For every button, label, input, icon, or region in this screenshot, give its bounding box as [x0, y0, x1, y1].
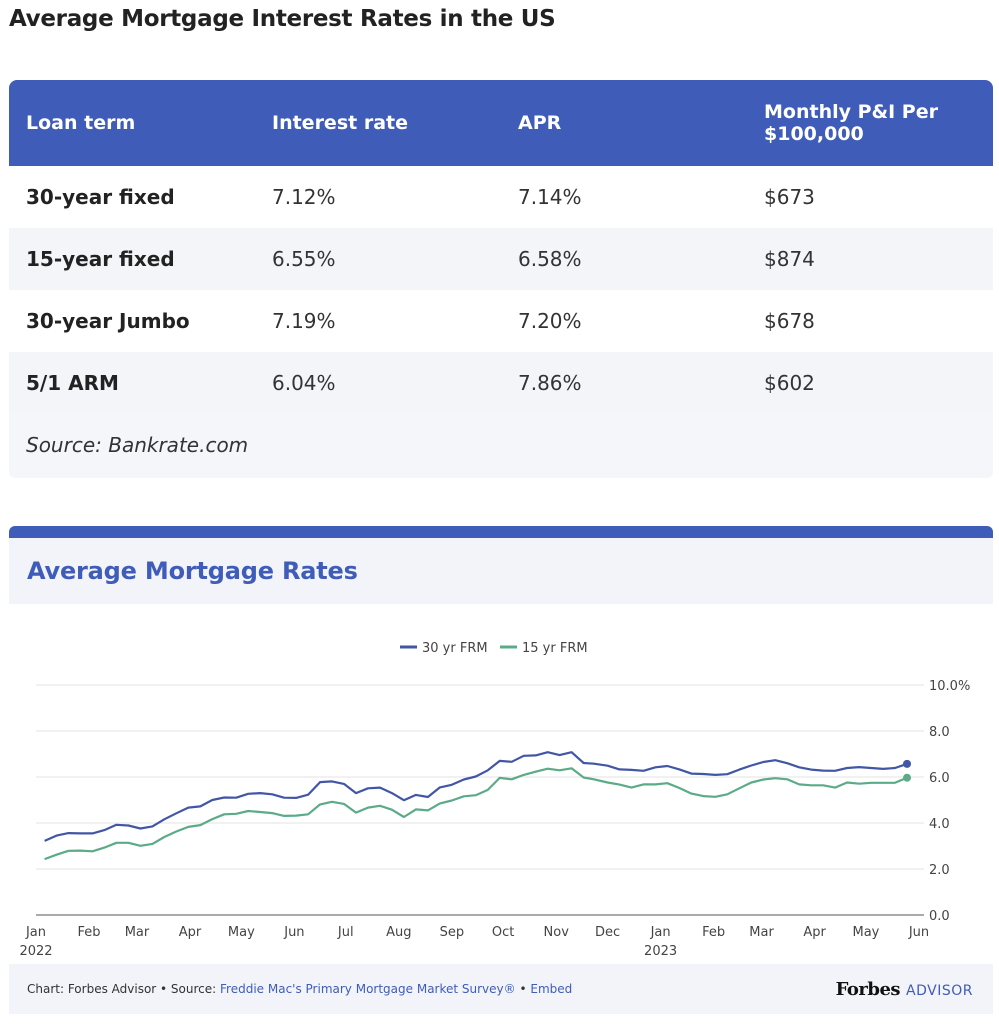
x-year-label: 2023: [644, 944, 677, 959]
x-year-label: 2022: [19, 944, 52, 959]
header-interest-rate: Interest rate: [272, 112, 408, 134]
x-tick-label: May: [228, 925, 255, 940]
mortgage-rates-chart-card: Average Mortgage Rates 0.0 2.0 4.0 6.0 8.0 10…: [9, 526, 993, 1032]
mortgage-rates-table: Loan term Interest rate APR Monthly P&I …: [9, 80, 993, 478]
table-row: 15-year fixed 6.55% 6.58% $874: [9, 228, 993, 290]
x-tick-label: Sep: [440, 925, 465, 940]
table-row: 5/1 ARM 6.04% 7.86% $602: [9, 352, 993, 414]
y-tick-label: 4.0: [929, 817, 950, 832]
loan-term-cell: 30-year Jumbo: [26, 309, 190, 333]
legend-label: 30 yr FRM: [422, 641, 488, 656]
table-row: 30-year fixed 7.12% 7.14% $673: [9, 166, 993, 228]
payment-cell: $678: [764, 309, 815, 333]
x-tick-label: Jun: [283, 925, 304, 940]
source-link[interactable]: Freddie Mac's Primary Mortgage Market Su…: [220, 982, 516, 996]
table-header-row: Loan term Interest rate APR Monthly P&I …: [9, 80, 993, 166]
payment-cell: $673: [764, 185, 815, 209]
loan-term-cell: 5/1 ARM: [26, 371, 119, 395]
interest-rate-cell: 6.55%: [272, 247, 336, 271]
x-tick-label: Jul: [337, 925, 354, 940]
x-tick-label: Oct: [492, 925, 514, 940]
x-tick-label: Jan: [25, 925, 46, 940]
apr-cell: 7.20%: [518, 309, 582, 333]
x-tick-label: Feb: [702, 925, 725, 940]
x-tick-label: Apr: [179, 925, 202, 940]
payment-cell: $602: [764, 371, 815, 395]
chart-credits: Chart: Forbes Advisor • Source: Freddie …: [27, 982, 572, 996]
chart-header: Average Mortgage Rates: [9, 538, 993, 604]
x-tick-label: Mar: [125, 925, 150, 940]
series-end-point-30-yr-frm: [903, 759, 912, 768]
x-tick-label: Nov: [544, 925, 570, 940]
brand-suffix: ADVISOR: [906, 982, 973, 999]
y-tick-label: 6.0: [929, 771, 950, 786]
payment-cell: $874: [764, 247, 815, 271]
interest-rate-cell: 6.04%: [272, 371, 336, 395]
table-source: Source: Bankrate.com: [26, 433, 249, 457]
x-tick-label: Dec: [595, 925, 620, 940]
header-monthly-payment: Monthly P&I Per $100,000: [764, 101, 938, 145]
y-tick-label: 2.0: [929, 863, 950, 878]
x-tick-label: Feb: [78, 925, 101, 940]
chart-footer: Chart: Forbes Advisor • Source: Freddie …: [9, 964, 993, 1014]
x-tick-label: Mar: [749, 925, 774, 940]
series-end-point-15-yr-frm: [903, 773, 912, 782]
apr-cell: 7.86%: [518, 371, 582, 395]
series-line-30-yr-frm: [44, 751, 908, 842]
x-tick-label: Jan: [650, 925, 671, 940]
table-row: 30-year Jumbo 7.19% 7.20% $678: [9, 290, 993, 352]
loan-term-cell: 15-year fixed: [26, 247, 175, 271]
series-line-15-yr-frm: [44, 767, 908, 861]
header-loan-term: Loan term: [26, 112, 136, 134]
apr-cell: 7.14%: [518, 185, 582, 209]
apr-cell: 6.58%: [518, 247, 582, 271]
y-tick-label: 0.0: [929, 909, 950, 924]
y-tick-label: 8.0: [929, 725, 950, 740]
forbes-advisor-logo[interactable]: Forbes ADVISOR: [836, 979, 973, 1000]
x-tick-label: Apr: [803, 925, 826, 940]
chart-section-title: Average Mortgage Rates: [27, 557, 358, 585]
header-apr: APR: [518, 112, 562, 134]
interest-rate-cell: 7.19%: [272, 309, 336, 333]
embed-link[interactable]: Embed: [530, 982, 573, 996]
x-tick-label: Jun: [908, 925, 929, 940]
x-tick-label: May: [853, 925, 880, 940]
legend-label: 15 yr FRM: [522, 641, 588, 656]
page-title: Average Mortgage Interest Rates in the U…: [9, 6, 556, 32]
credits-prefix: Chart: Forbes Advisor • Source:: [27, 982, 221, 996]
brand-name: Forbes: [835, 978, 901, 1000]
mortgage-rates-line-chart: 0.0 2.0 4.0 6.0 8.0 10.0% Jan Feb Mar Apr May Jun Ju…: [19, 641, 970, 959]
y-tick-label: 10.0%: [929, 679, 970, 694]
interest-rate-cell: 7.12%: [272, 185, 336, 209]
loan-term-cell: 30-year fixed: [26, 185, 175, 209]
credits-separator: •: [515, 982, 531, 996]
x-tick-label: Aug: [386, 925, 411, 940]
